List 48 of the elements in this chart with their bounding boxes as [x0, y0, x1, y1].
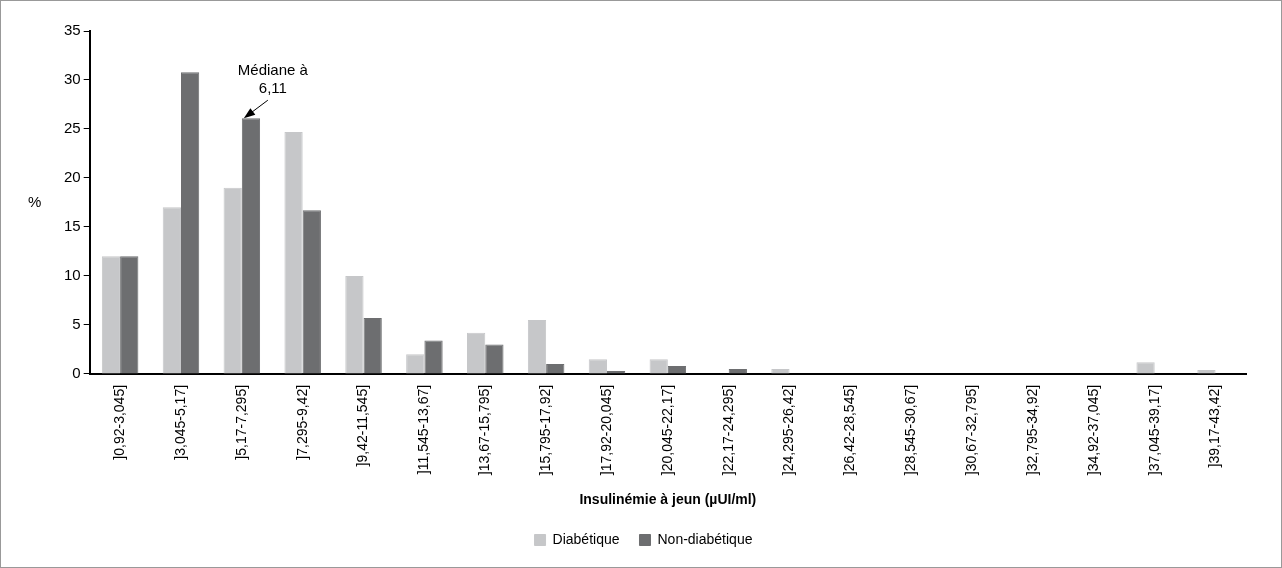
y-tick-label: 20 [64, 168, 81, 186]
x-tick-label: ]26,42-28,545] [841, 384, 858, 476]
bar [284, 131, 303, 374]
y-tick-label: 15 [64, 217, 81, 235]
bar [527, 320, 547, 374]
legend-label: Non-diabétique [657, 530, 753, 547]
bar [101, 256, 121, 374]
legend-label: Diabétique [552, 530, 620, 547]
x-axis-title: Insulinémie à jeun (µUI/ml) [579, 491, 757, 508]
y-tick-label: 35 [64, 21, 81, 39]
x-tick-label: ]34,92-37,045] [1084, 384, 1101, 476]
y-tick-label: 10 [64, 266, 81, 284]
y-tick-label: 5 [72, 315, 81, 333]
x-tick-label: ]37,045-39,17] [1145, 384, 1162, 476]
bar [223, 187, 242, 374]
y-tick-label: 25 [64, 119, 81, 137]
bar [180, 72, 200, 374]
x-tick-label: ]7,295-9,42] [293, 384, 310, 460]
bar [467, 332, 486, 374]
x-tick-label: ]17,92-20,045] [597, 384, 614, 476]
bar [363, 318, 382, 374]
x-tick-label: ]22,17-24,295] [719, 384, 736, 476]
bar [667, 366, 687, 374]
bar [120, 256, 139, 374]
bar [546, 364, 565, 374]
x-tick-label: ]9,42-11,545] [354, 384, 371, 467]
x-tick-label: ]5,17-7,295] [232, 384, 249, 460]
bar [162, 207, 181, 374]
bar [771, 369, 790, 374]
y-tick-label: 0 [72, 364, 81, 382]
x-tick-label: ]39,17-43,42] [1206, 384, 1223, 468]
bar [302, 210, 321, 374]
x-tick-label: ]24,295-26,42] [780, 384, 797, 476]
x-tick-label: ]13,67-15,795] [476, 384, 493, 476]
x-tick-label: ]11,545-13,67] [415, 384, 432, 475]
bar [424, 340, 443, 374]
annotation: Médiane à 6,11 [237, 60, 309, 96]
x-tick-label: ]3,045-5,17] [171, 384, 188, 460]
x-tick-label: ]20,045-22,17] [658, 384, 675, 476]
bar [345, 275, 364, 374]
x-tick-label: ]32,795-34,92] [1023, 384, 1040, 476]
x-tick-label: ]15,795-17,92] [536, 384, 553, 476]
x-tick-label: ]30,67-32,795] [963, 384, 979, 476]
y-tick-label: 30 [64, 70, 81, 88]
x-tick-label: ]0,92-3,045] [110, 384, 127, 460]
x-tick-label: ]28,545-30,67] [902, 384, 919, 476]
y-axis-title: % [28, 192, 42, 210]
bar [485, 344, 504, 374]
